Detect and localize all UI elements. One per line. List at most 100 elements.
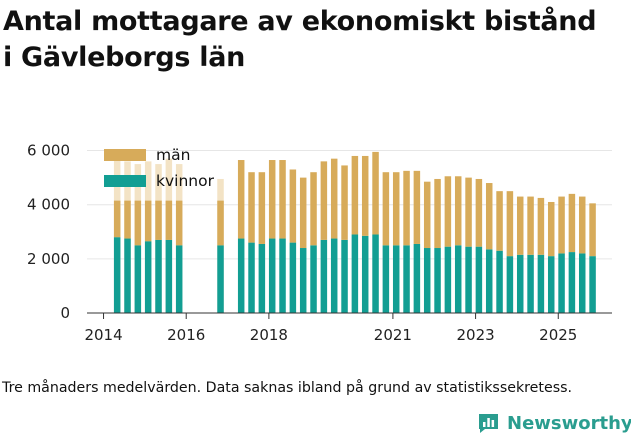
bar-man: [434, 178, 441, 249]
bar-kvinnor: [330, 238, 338, 313]
brand-name: Newsworthy: [507, 412, 631, 434]
bar-man: [155, 200, 162, 240]
bar-kvinnor: [382, 245, 390, 313]
bar-man: [578, 196, 586, 254]
bar-man: [496, 191, 503, 251]
bar-kvinnor: [258, 243, 266, 313]
bar-man: [258, 172, 266, 244]
bar-man: [279, 160, 286, 239]
bar-kvinnor: [423, 248, 431, 313]
bar-kvinnor: [496, 250, 503, 313]
bar-kvinnor: [175, 245, 183, 313]
chart-title: Antal mottagare av ekonomiskt bistånd i …: [3, 4, 628, 76]
bar-man: [144, 200, 152, 242]
newsworthy-brand[interactable]: Newsworthy: [476, 408, 631, 438]
legend-swatch-men: [104, 149, 146, 161]
bar-man: [413, 170, 421, 244]
bar-man: [268, 160, 276, 239]
chart-title-line2: i Gävleborgs län: [3, 42, 246, 73]
bar-kvinnor: [589, 256, 596, 313]
bar-man: [537, 197, 545, 255]
bar-man: [454, 176, 462, 246]
bar-man: [113, 200, 121, 238]
bar-man: [341, 165, 348, 240]
bar-man: [558, 196, 565, 254]
bar-man: [310, 172, 317, 246]
x-tick-label: 2018: [250, 326, 288, 344]
bar-man: [134, 200, 142, 246]
legend-label-women: kvinnor: [156, 172, 215, 190]
x-tick-label: 2014: [84, 326, 122, 344]
bar-kvinnor: [134, 245, 142, 313]
y-tick-label: 4 000: [27, 196, 70, 214]
bar-kvinnor: [165, 239, 173, 313]
bar-kvinnor: [361, 235, 369, 313]
bar-man: [527, 196, 534, 255]
bar-kvinnor: [289, 242, 297, 313]
bar-kvinnor: [558, 253, 565, 313]
bar-kvinnor: [413, 243, 421, 313]
x-tick-label: 2016: [167, 326, 205, 344]
bar-kvinnor: [578, 253, 586, 313]
gridlines: [87, 150, 612, 260]
bar-man: [217, 200, 224, 246]
y-tick-label: 0: [60, 304, 70, 322]
bar-kvinnor: [279, 238, 286, 313]
bar-kvinnor: [547, 256, 555, 313]
legend-label-men: män: [156, 146, 190, 164]
bar-man: [237, 160, 245, 239]
bar-man: [165, 200, 173, 240]
bar-man: [351, 155, 359, 235]
bar-kvinnor: [237, 238, 245, 313]
bar-kvinnor: [465, 246, 472, 313]
bar-kvinnor: [475, 246, 483, 313]
bar-kvinnor: [392, 245, 400, 313]
bar-kvinnor: [454, 245, 462, 313]
bar-kvinnor: [113, 237, 121, 313]
legend: män kvinnor: [104, 146, 215, 190]
bar-kvinnor: [506, 256, 514, 313]
bar-man: [392, 172, 400, 246]
y-tick-label: 2 000: [27, 250, 70, 268]
bar-man: [506, 191, 514, 257]
bar-man: [485, 183, 493, 250]
bar-kvinnor: [144, 241, 152, 313]
bar-kvinnor: [403, 245, 410, 313]
x-tick-label: 2021: [374, 326, 412, 344]
bar-kvinnor: [268, 238, 276, 313]
bar-man: [589, 203, 596, 257]
bar-kvinnor: [310, 245, 317, 313]
bar-man: [289, 169, 297, 243]
x-tick-label: 2025: [539, 326, 577, 344]
newsworthy-logo-icon: [479, 413, 498, 433]
bar-man: [465, 177, 472, 247]
y-tick-label: 6 000: [27, 142, 70, 160]
legend-swatch-women: [104, 175, 146, 187]
bar-man: [248, 172, 255, 243]
bars: [113, 151, 596, 313]
bar-kvinnor: [124, 238, 131, 313]
bar-kvinnor: [217, 245, 224, 313]
chart-title-line1: Antal mottagare av ekonomiskt bistånd: [3, 6, 597, 37]
bar-kvinnor: [444, 246, 452, 313]
bar-man: [403, 170, 410, 246]
bar-kvinnor: [248, 242, 255, 313]
bar-kvinnor: [320, 239, 328, 313]
bar-man: [423, 181, 431, 249]
bar-kvinnor: [527, 254, 534, 313]
bar-kvinnor: [155, 239, 162, 313]
bar-man: [361, 155, 369, 236]
bar-man: [372, 151, 379, 235]
bar-kvinnor: [516, 254, 524, 313]
bar-man: [547, 201, 555, 257]
bar-kvinnor: [537, 254, 545, 313]
bar-man: [124, 200, 131, 239]
bar-man: [330, 158, 338, 239]
axes: 0 2 000 4 000 6 000 2014 2016 2018 2021 2023 2025: [27, 142, 612, 344]
stacked-bar-chart: 0 2 000 4 000 6 000 2014 2016 2018 2021 2023 2025…: [27, 142, 612, 344]
bar-man: [382, 172, 390, 246]
bar-kvinnor: [434, 248, 441, 313]
x-tick-label: 2023: [456, 326, 494, 344]
bar-kvinnor: [351, 234, 359, 313]
bar-man: [475, 178, 483, 247]
